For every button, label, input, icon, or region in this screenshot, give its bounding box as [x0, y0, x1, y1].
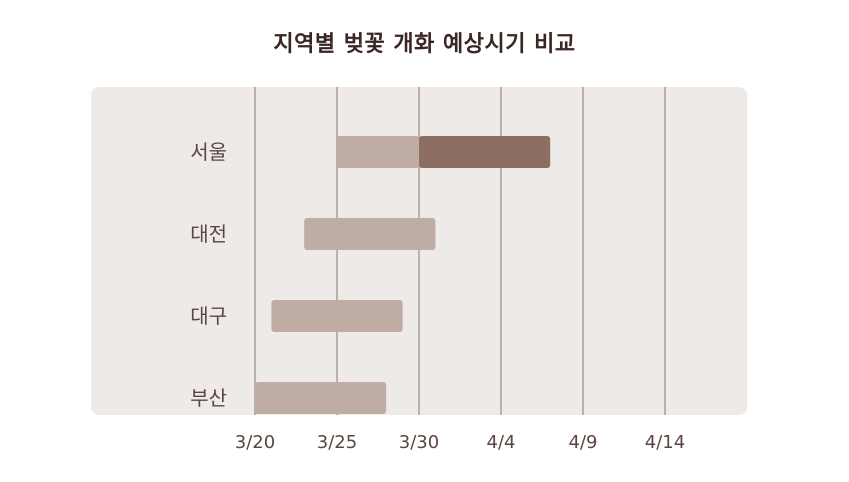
x-tick-label: 3/20: [235, 432, 275, 453]
x-tick-label: 4/4: [487, 432, 516, 453]
bloom-range-bar: [271, 300, 403, 332]
bloom-range-bar: [255, 382, 387, 414]
bloom-range-bar: [304, 218, 436, 250]
region-label: 대전: [190, 222, 227, 246]
x-tick-label: 3/30: [399, 432, 439, 453]
bloom-range-bar: [337, 136, 419, 168]
bars: [255, 136, 551, 414]
x-tick-label: 4/9: [569, 432, 598, 453]
x-tick-label: 4/14: [645, 432, 685, 453]
region-label: 대구: [190, 304, 227, 328]
x-tick-label: 3/25: [317, 432, 357, 453]
region-label: 서울: [190, 140, 227, 164]
grid-lines: [254, 87, 666, 415]
bloom-highlight-bar: [419, 136, 551, 168]
region-label: 부산: [190, 386, 227, 410]
chart-title: 지역별 벚꽃 개화 예상시기 비교: [273, 32, 576, 57]
x-ticks: 3/20 3/25 3/30 4/4 4/9 4/14: [235, 432, 685, 453]
